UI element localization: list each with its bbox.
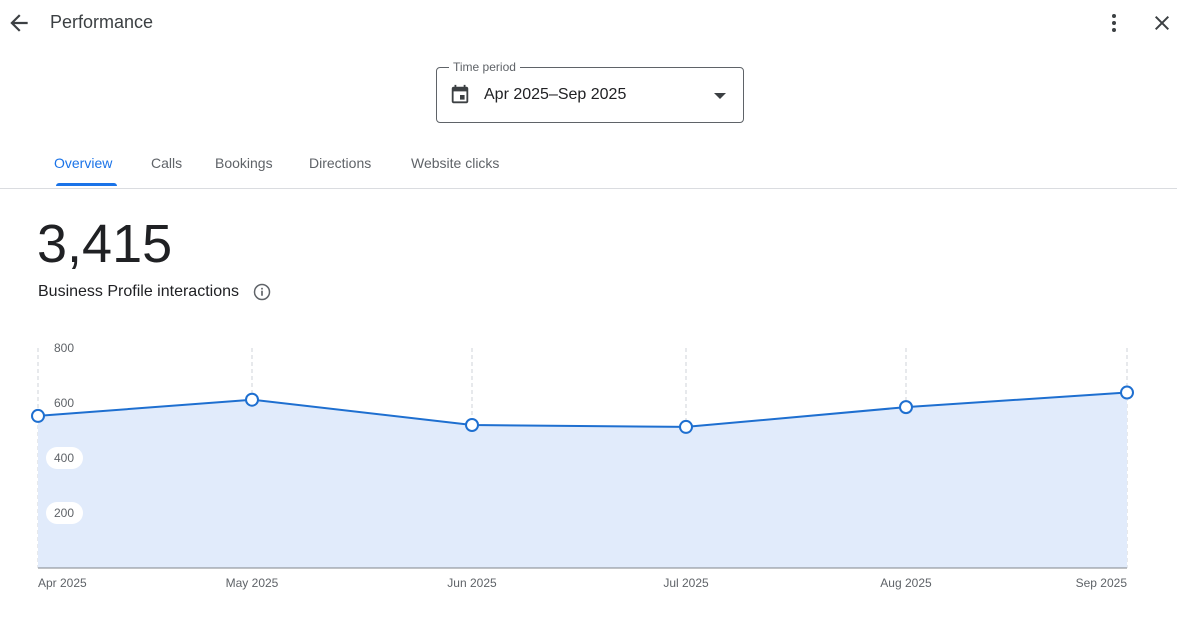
chart-series-line <box>37 391 1128 428</box>
svg-text:600: 600 <box>54 396 74 410</box>
more-vert-icon <box>1112 14 1116 32</box>
page-title: Performance <box>50 12 154 32</box>
svg-text:400: 400 <box>54 451 74 465</box>
x-tick-label: Jul 2025 <box>663 576 709 590</box>
y-tick-label: 800 <box>54 341 74 355</box>
tab-directions[interactable]: Directions <box>309 155 372 171</box>
chart-data-point[interactable] <box>31 408 45 423</box>
chart-data-point[interactable] <box>679 419 693 434</box>
close-button[interactable] <box>1150 10 1174 36</box>
x-tick-label: Sep 2025 <box>1076 576 1128 590</box>
calendar-icon <box>451 84 469 104</box>
close-icon <box>1155 16 1169 30</box>
chart-area-fill <box>38 392 1127 568</box>
dropdown-arrow-icon <box>714 93 726 99</box>
time-period-value: Apr 2025–Sep 2025 <box>484 86 627 103</box>
arrow-back-icon <box>10 14 28 32</box>
info-icon[interactable] <box>252 282 272 302</box>
tab-bar: Overview Calls Bookings Directions Websi… <box>0 140 1177 189</box>
back-button[interactable] <box>6 10 32 36</box>
tab-bookings[interactable]: Bookings <box>215 155 273 171</box>
tab-calls[interactable]: Calls <box>151 155 183 171</box>
x-tick-label: May 2025 <box>226 576 279 590</box>
x-tick-label: Aug 2025 <box>880 576 932 590</box>
more-options-button[interactable] <box>1102 10 1126 36</box>
interactions-label: Business Profile interactions <box>38 283 239 300</box>
interactions-total: 3,415 <box>37 214 173 274</box>
y-tick-label: 400 <box>46 447 83 469</box>
svg-text:200: 200 <box>54 506 74 520</box>
y-tick-label: 200 <box>46 502 83 524</box>
x-tick-label: Apr 2025 <box>38 576 87 590</box>
tab-website-clicks[interactable]: Website clicks <box>411 155 500 171</box>
time-period-select[interactable]: Time period Apr 2025–Sep 2025 <box>436 59 744 123</box>
chart-data-point[interactable] <box>899 400 913 415</box>
active-tab-indicator <box>56 183 117 186</box>
x-tick-label: Jun 2025 <box>447 576 497 590</box>
y-tick-label: 600 <box>54 396 74 410</box>
time-period-label: Time period <box>449 59 520 75</box>
chart-data-point[interactable] <box>465 418 479 432</box>
interactions-chart: 200 400 600 800 Apr 2025 May 2025 Jun 2025 Jul… <box>31 341 1134 590</box>
chart-data-point[interactable] <box>245 392 259 407</box>
chart-data-point[interactable] <box>1120 385 1134 400</box>
svg-text:800: 800 <box>54 341 74 355</box>
tab-overview[interactable]: Overview <box>54 155 113 171</box>
top-bar: Performance <box>0 0 1177 46</box>
